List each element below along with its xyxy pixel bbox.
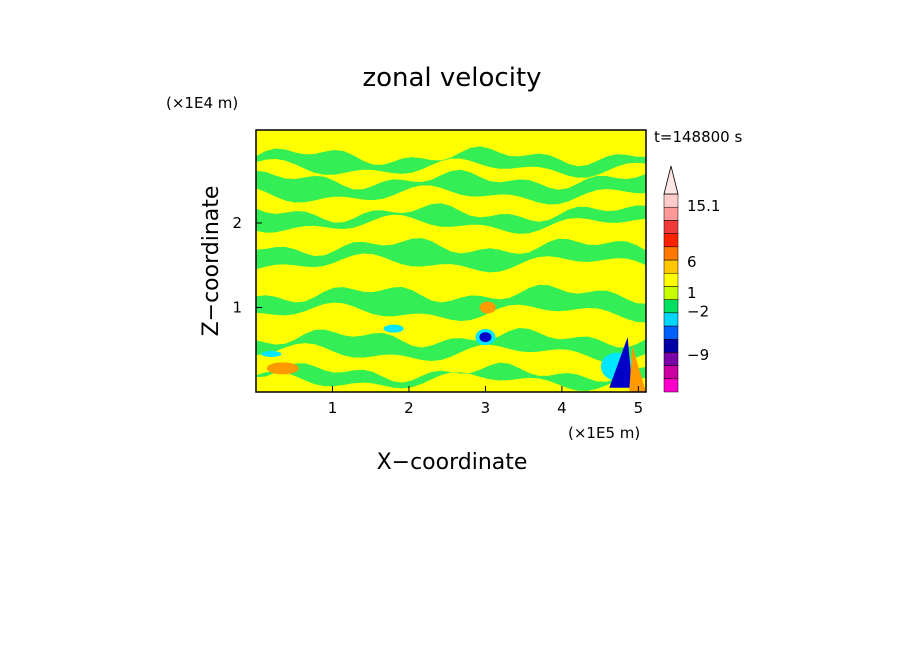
velocity-band	[256, 203, 646, 234]
time-label: t=148800 s	[654, 128, 742, 146]
y-unit-label: (×1E4 m)	[166, 94, 238, 112]
colorbar-label: 6	[687, 253, 697, 271]
colorbar-swatch	[663, 259, 679, 274]
velocity-band	[256, 284, 646, 323]
velocity-bands	[256, 146, 646, 391]
cyan-patch	[383, 324, 404, 333]
colorbar-swatch	[663, 206, 679, 221]
colorbar-label: −9	[687, 346, 709, 364]
colorbar-swatch	[663, 193, 679, 208]
cyan-near-surface	[261, 350, 282, 357]
positive-region	[629, 345, 646, 392]
colorbar-extend-arrow	[663, 165, 679, 195]
colorbar-label: 1	[687, 284, 697, 302]
blue-cell	[479, 332, 492, 343]
colorbar: 15.1 6 1−2 −9	[663, 165, 720, 393]
mountain-jet	[609, 337, 633, 388]
colorbar-swatch	[663, 286, 679, 300]
velocity-band	[256, 238, 646, 273]
x-tick-label: 5	[634, 399, 644, 417]
colorbar-swatch	[663, 312, 679, 327]
orange-near-surface	[266, 362, 299, 375]
x-tick-label: 2	[404, 399, 414, 417]
colorbar-swatch	[663, 378, 679, 393]
velocity-band	[256, 169, 646, 205]
colorbar-swatch	[663, 233, 679, 248]
colorbar-swatch	[663, 365, 679, 380]
chart-title: zonal velocity	[362, 63, 541, 93]
colorbar-label: −2	[687, 303, 709, 321]
x-unit-label: (×1E5 m)	[568, 424, 640, 442]
y-axis-label: Z−coordinate	[199, 186, 224, 337]
velocity-band	[256, 146, 646, 178]
y-tick-label: 2	[232, 214, 242, 232]
colorbar-swatch	[663, 220, 679, 234]
y-axis: 12	[232, 214, 262, 316]
x-tick-label: 1	[328, 399, 338, 417]
plot-area	[256, 130, 646, 392]
colorbar-swatch	[663, 338, 679, 353]
colorbar-swatch	[663, 352, 679, 366]
x-axis-label: X−coordinate	[377, 450, 528, 475]
colorbar-swatch	[663, 246, 679, 261]
x-axis: 1 2 3 4 5	[328, 386, 643, 417]
colorbar-swatch	[663, 325, 679, 340]
plot-frame	[255, 129, 647, 393]
velocity-features	[261, 301, 646, 392]
colorbar-label: 15.1	[687, 197, 720, 215]
y-tick-label: 1	[232, 298, 242, 316]
x-tick-label: 4	[557, 399, 567, 417]
colorbar-swatch	[663, 299, 679, 314]
colorbar-swatch	[663, 272, 679, 287]
velocity-band	[256, 327, 646, 364]
orange-cell	[479, 301, 496, 314]
x-tick-label: 3	[481, 399, 491, 417]
